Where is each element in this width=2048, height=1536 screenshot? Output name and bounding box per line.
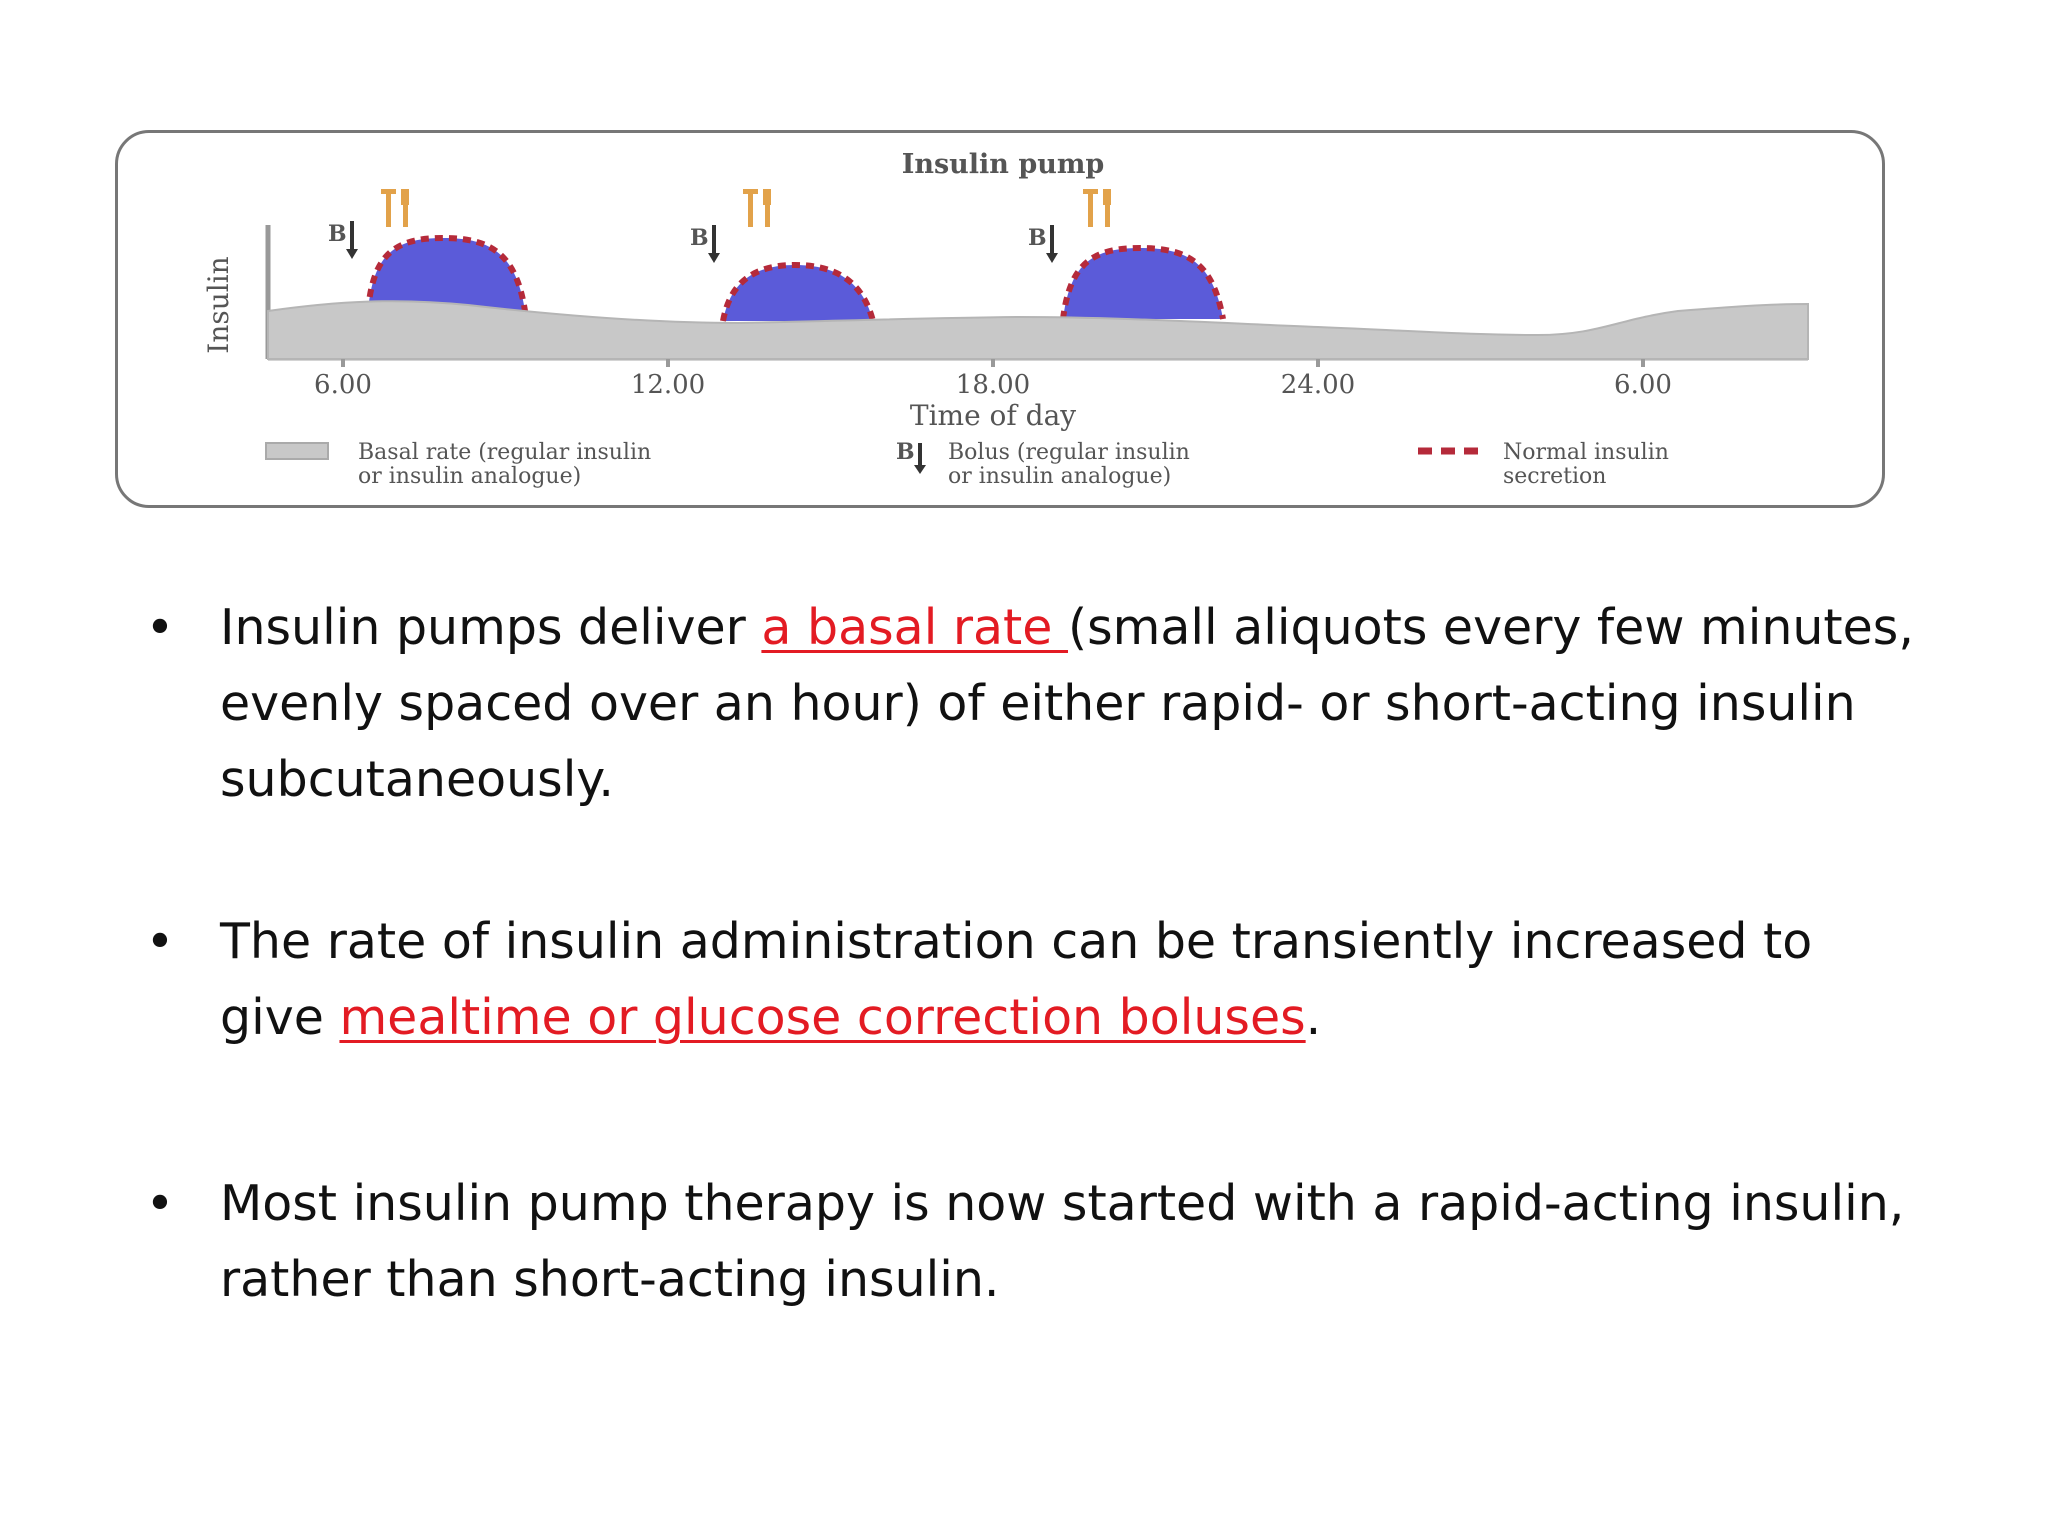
basal-rate-area (267, 300, 1809, 360)
legend-bolus-marker: B (896, 439, 915, 465)
bullet-text-pre: Insulin pumps deliver (220, 599, 762, 656)
bolus-dome-1 (368, 238, 525, 311)
basal-rate-link[interactable]: a basal rate (761, 599, 1068, 656)
y-axis-label: Insulin (202, 256, 235, 353)
fork-knife-icon (743, 189, 771, 227)
bullet-text-pre: The rate of insulin administration can b… (220, 913, 1813, 1046)
legend-basal-line1: Basal rate (regular insulin (358, 440, 651, 465)
bullet-symbol: • (145, 913, 175, 970)
bullet-symbol: • (145, 599, 175, 656)
x-axis-ticks (341, 359, 1645, 367)
bolus-marker-1: B (328, 221, 358, 259)
bullet-item-basal-rate: • Insulin pumps deliver a basal rate (sm… (140, 590, 1920, 818)
legend-bolus-line2: or insulin analogue) (948, 464, 1171, 489)
tick-label-1: 6.00 (314, 370, 372, 400)
bullet-symbol: • (145, 1175, 175, 1232)
svg-text:B: B (328, 221, 347, 247)
bolus-dome-3 (1063, 248, 1223, 319)
tick-label-3: 18.00 (956, 370, 1030, 400)
legend-basal-swatch (265, 442, 329, 460)
bullet-text-post: (small aliquots every few minutes, evenl… (220, 599, 1914, 808)
boluses-link[interactable]: mealtime or glucose correction boluses (339, 989, 1306, 1046)
tick-label-4: 24.00 (1281, 370, 1355, 400)
tick-label-2: 12.00 (631, 370, 705, 400)
bolus-marker-2: B (690, 225, 720, 263)
legend-normal-line1: Normal insulin (1503, 440, 1669, 465)
legend-normal-line2: secretion (1503, 464, 1606, 489)
bolus-marker-3: B (1028, 225, 1058, 263)
normal-secretion-curve-1 (365, 234, 528, 312)
fork-knife-icon (381, 189, 409, 227)
svg-text:B: B (690, 225, 709, 251)
legend-bolus-line1: Bolus (regular insulin (948, 440, 1190, 465)
bullet-item-boluses: • The rate of insulin administration can… (140, 904, 1920, 1056)
legend-basal-line2: or insulin analogue) (358, 464, 581, 489)
down-arrow-icon (1046, 253, 1058, 263)
down-arrow-icon (708, 253, 720, 263)
insulin-pump-figure: Insulin pump Insulin 6.0 (115, 130, 1885, 508)
bullet-text-post: . (1305, 989, 1322, 1046)
down-arrow-icon (346, 249, 358, 259)
figure-title: Insulin pump (902, 149, 1105, 180)
bullet-text-pre: Most insulin pump therapy is now started… (220, 1175, 1905, 1308)
x-axis-label: Time of day (910, 399, 1076, 432)
bullet-item-rapid-acting: • Most insulin pump therapy is now start… (140, 1166, 1920, 1318)
insulin-pump-diagram: Insulin pump Insulin 6.0 (202, 149, 1809, 489)
normal-secretion-curve-2 (720, 261, 876, 322)
normal-secretion-curve-3 (1060, 244, 1226, 320)
bolus-dome-2 (723, 265, 873, 321)
svg-text:B: B (1028, 225, 1047, 251)
bullet-list: • Insulin pumps deliver a basal rate (sm… (140, 590, 1920, 1404)
fork-knife-icon (1083, 189, 1111, 227)
down-arrow-icon (914, 465, 926, 474)
tick-label-5: 6.00 (1614, 370, 1672, 400)
